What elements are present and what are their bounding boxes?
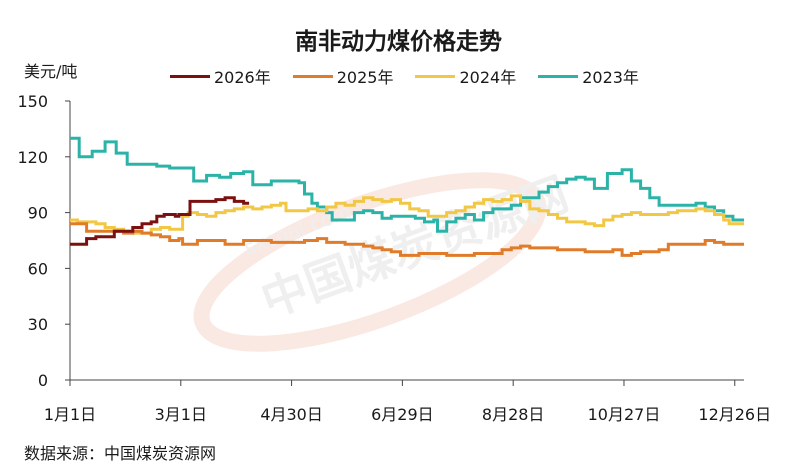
chart-title: 南非动力煤价格走势 — [295, 29, 502, 55]
y-axis-unit-label: 美元/吨 — [24, 62, 78, 81]
legend-item-2026: 2026年 — [170, 64, 271, 88]
legend-label-2023: 2023年 — [582, 68, 639, 87]
x-tick-label: 3月1日 — [155, 405, 207, 424]
series-line-2023年 — [70, 136, 744, 233]
y-tick-label: 90 — [28, 204, 48, 223]
x-tick-label: 6月29日 — [371, 405, 434, 424]
legend-label-2025: 2025年 — [336, 68, 394, 87]
legend-swatch-2024 — [415, 74, 456, 78]
legend-swatch-2025 — [292, 74, 333, 78]
y-tick-label: 30 — [28, 315, 48, 334]
x-tick-label: 8月28日 — [482, 405, 545, 424]
legend-item-2025: 2025年 — [292, 64, 394, 88]
x-tick-label: 12月26日 — [698, 405, 771, 424]
legend-item-2023: 2023年 — [538, 64, 639, 88]
y-tick-label: 60 — [28, 259, 48, 278]
series-lines — [70, 136, 744, 257]
y-tick-label: 0 — [38, 371, 48, 390]
y-tick-label: 150 — [17, 92, 48, 111]
legend-swatch-2026 — [170, 74, 210, 78]
legend-item-2024: 2024年 — [415, 64, 516, 88]
watermark: 中国煤炭资源网 sxcoal.com — [193, 167, 575, 352]
series-line-2024年 — [70, 194, 744, 235]
x-tick-label: 1月1日 — [44, 405, 96, 424]
legend-label-2026: 2026年 — [214, 68, 271, 87]
legend-swatch-2023 — [538, 74, 579, 78]
x-tick-label: 10月27日 — [588, 405, 661, 424]
series-line-2026年 — [70, 196, 250, 246]
axes: 0 30 60 90 120 150 1月1日 3月1日 4月30日 6月29日 8月28日 10月2… — [17, 92, 771, 424]
y-tick-label: 120 — [17, 148, 48, 167]
x-tick-label: 4月30日 — [260, 405, 323, 424]
legend-label-2024: 2024年 — [459, 68, 517, 87]
legend: 2026年 2025年 2024年 2023年 — [170, 64, 639, 88]
data-source-note: 数据来源：中国煤炭资源网 — [24, 444, 217, 463]
watermark-logo-ring — [193, 172, 547, 352]
series-line-2025年 — [70, 222, 744, 257]
